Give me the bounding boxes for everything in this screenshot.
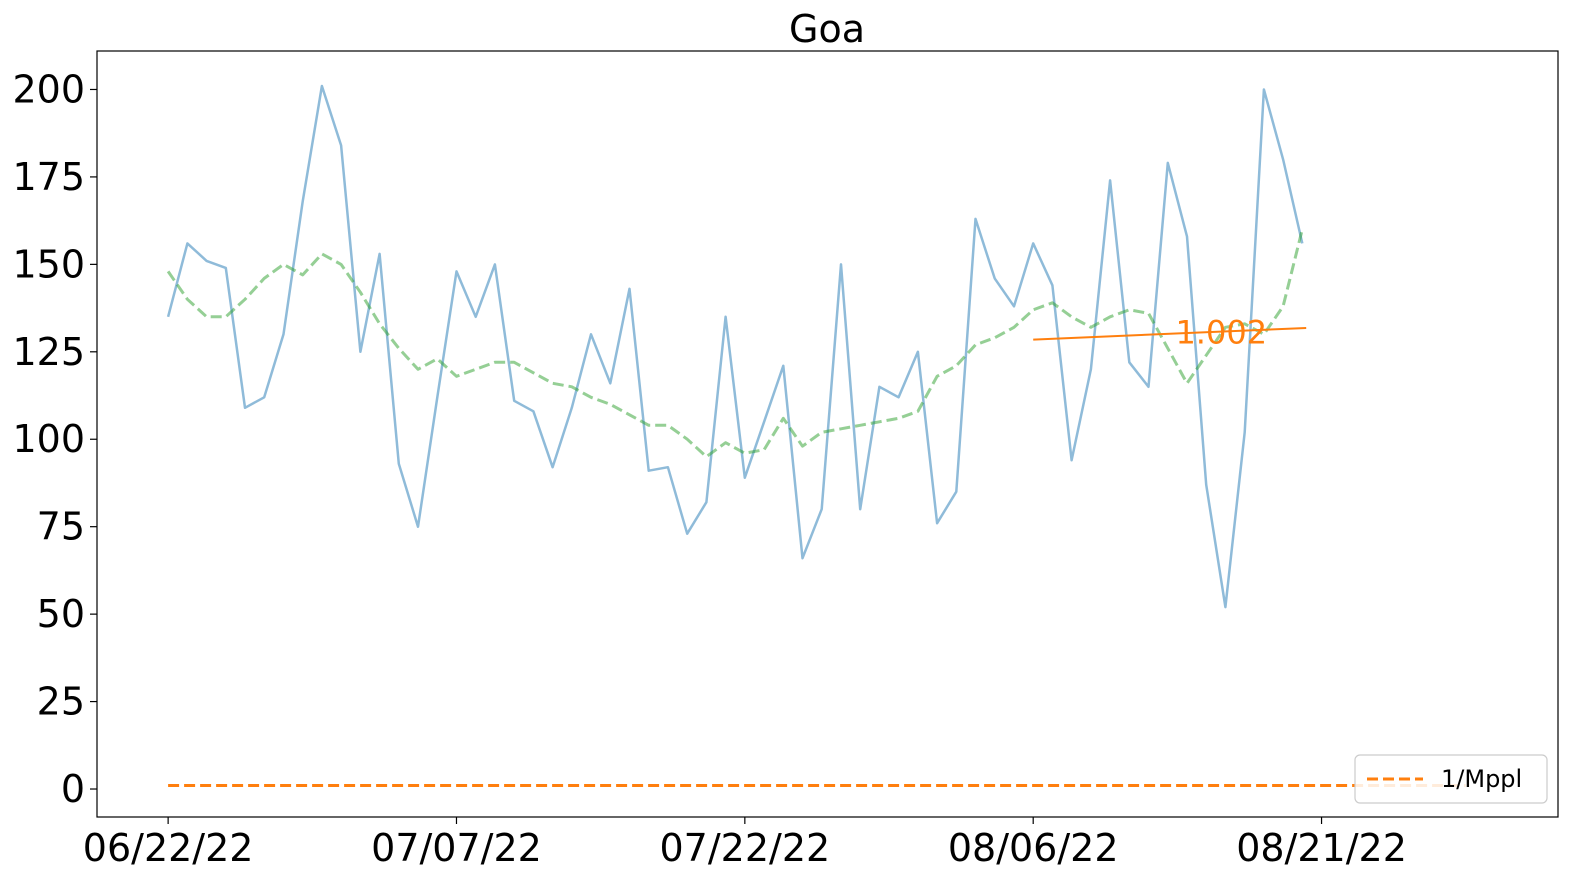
y-tick-label: 50 xyxy=(37,592,85,636)
chart-title: Goa xyxy=(789,7,865,51)
y-tick-label: 200 xyxy=(12,67,85,111)
series-line-3 xyxy=(1033,327,1307,341)
y-tick-label: 175 xyxy=(12,155,85,199)
legend-box xyxy=(1354,754,1548,804)
x-axis: 06/22/22 07/07/22 07/22/22 08/06/22 08/21/22 xyxy=(83,817,1407,870)
y-tick-label: 125 xyxy=(12,330,85,374)
legend-label: 1/Mppl xyxy=(1441,765,1522,793)
y-tick-label: 25 xyxy=(37,680,85,724)
y-tick-label: 0 xyxy=(61,767,85,811)
y-tick-label: 150 xyxy=(12,242,85,286)
x-tick-label: 08/21/22 xyxy=(1236,826,1407,870)
x-tick-label: 07/22/22 xyxy=(660,826,831,870)
legend: 1/Mppl xyxy=(1354,754,1548,804)
x-tick-label: 07/07/22 xyxy=(371,826,542,870)
x-tick-label: 06/22/22 xyxy=(83,826,254,870)
x-tick-label: 08/06/22 xyxy=(948,826,1119,870)
series-line-0 xyxy=(166,84,1304,609)
y-tick-label: 75 xyxy=(37,505,85,549)
y-tick-label: 100 xyxy=(12,417,85,461)
series-line-1 xyxy=(166,229,1304,459)
annotation-layer: 1.002 xyxy=(1175,314,1267,352)
trend-annotation: 1.002 xyxy=(1175,314,1267,352)
series-layer xyxy=(166,84,1466,787)
y-axis: 0 25 50 75 100 125 150 175 200 xyxy=(12,67,97,811)
